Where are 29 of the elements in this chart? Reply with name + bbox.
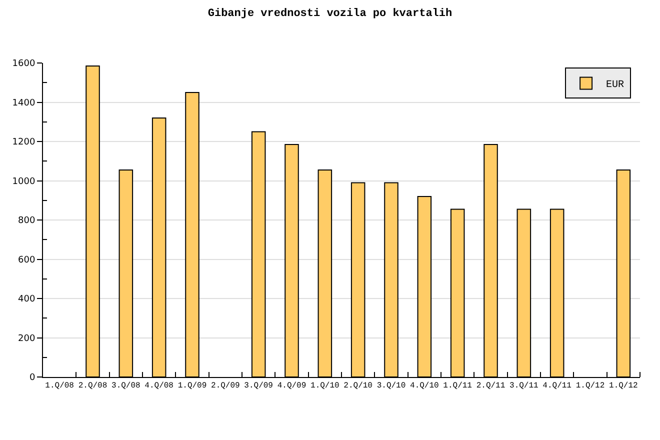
y-tick-label: 1600 <box>12 59 36 70</box>
x-tick-label: 3.Q/10 <box>376 382 406 391</box>
x-tick-label: 2.Q/09 <box>211 382 240 391</box>
y-tick-label: 0 <box>29 373 36 384</box>
x-tick-label: 1.Q/08 <box>45 382 74 391</box>
y-tick-label: 200 <box>18 334 36 344</box>
x-tick-label: 4.Q/08 <box>144 382 174 391</box>
x-tick-label: 1.Q/12 <box>609 382 638 391</box>
y-tick-label: 600 <box>18 255 36 266</box>
x-tick-label: 3.Q/08 <box>112 382 141 391</box>
x-tick-label: 4.Q/09 <box>277 382 306 391</box>
x-tick-label: 3.Q/09 <box>244 382 274 391</box>
x-tick-label: 1.Q/11 <box>443 382 472 391</box>
chart-title: Gibanje vrednosti vozila po kvartalih <box>208 8 452 20</box>
y-tick-label: 1000 <box>12 176 36 187</box>
x-tick-label: 3.Q/11 <box>510 382 539 391</box>
x-tick-label: 1.Q/09 <box>178 382 207 391</box>
y-tick-label: 1200 <box>12 138 36 148</box>
x-tick-label: 2.Q/11 <box>476 382 506 391</box>
x-tick-label: 2.Q/10 <box>344 382 373 391</box>
x-tick-label: 2.Q/08 <box>78 382 108 391</box>
x-tick-label: 4.Q/11 <box>542 382 572 391</box>
y-tick-label: 400 <box>18 294 36 305</box>
y-tick-label: 1400 <box>12 98 36 108</box>
x-tick-label: 4.Q/10 <box>410 382 440 391</box>
x-tick-label: 1.Q/10 <box>310 382 340 391</box>
legend-label: EUR <box>606 80 624 92</box>
x-tick-label: 1.Q/12 <box>576 382 605 391</box>
y-tick-label: 800 <box>18 216 36 226</box>
